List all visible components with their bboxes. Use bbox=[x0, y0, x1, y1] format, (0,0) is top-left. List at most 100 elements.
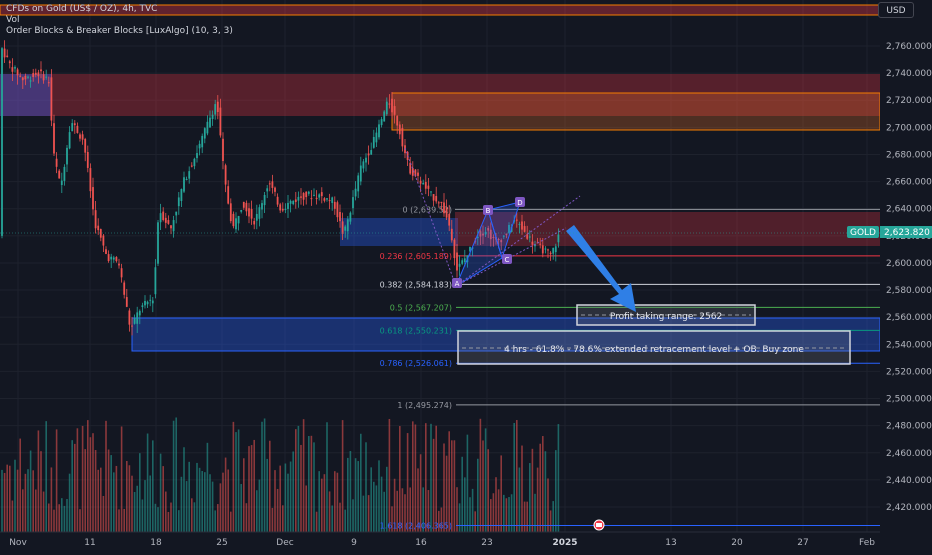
candle-body bbox=[479, 231, 482, 237]
candle-body bbox=[162, 211, 165, 220]
volume-bar bbox=[386, 466, 388, 532]
fib-level-label: 0.5 (2,567.207) bbox=[390, 303, 452, 312]
candle-body bbox=[196, 153, 198, 159]
volume-bar bbox=[539, 443, 541, 532]
price-tick-label: 2,440.000 bbox=[886, 476, 932, 486]
candle-body bbox=[528, 236, 531, 238]
candle-body bbox=[242, 201, 245, 208]
candle-body bbox=[94, 210, 97, 229]
candle-body bbox=[3, 48, 6, 58]
volume-bar bbox=[466, 434, 469, 532]
volume-bar bbox=[6, 464, 8, 532]
candle-body bbox=[211, 114, 214, 120]
volume-bar bbox=[383, 491, 385, 532]
candle-body bbox=[216, 101, 219, 113]
candle-body bbox=[328, 200, 331, 202]
chart-legend: CFDs on Gold (US$ / OZ), 4h, TVC Vol Ord… bbox=[6, 4, 233, 37]
volume-bar bbox=[35, 489, 37, 532]
volume-bar bbox=[107, 449, 110, 532]
candle-body bbox=[432, 194, 435, 201]
candle-body bbox=[60, 180, 63, 186]
candle-body bbox=[86, 152, 89, 168]
symbol-tag-label: GOLD bbox=[850, 228, 876, 238]
volume-bar bbox=[193, 502, 196, 532]
candle-body bbox=[378, 124, 380, 138]
volume-bar bbox=[211, 481, 214, 532]
volume-bar bbox=[451, 440, 453, 532]
candle-body bbox=[97, 225, 100, 231]
volume-bar bbox=[100, 467, 102, 532]
fib-level-label: 1.618 (2,406.365) bbox=[380, 521, 452, 530]
volume-bar bbox=[435, 425, 437, 532]
volume-bar bbox=[32, 470, 34, 532]
candle-body bbox=[11, 67, 14, 72]
volume-bar bbox=[357, 461, 359, 532]
volume-bar bbox=[477, 458, 479, 532]
time-axis-bg bbox=[0, 532, 932, 550]
volume-bar bbox=[87, 420, 89, 532]
candle-body bbox=[68, 132, 71, 149]
volume-bar bbox=[445, 455, 448, 532]
candle-body bbox=[435, 196, 438, 202]
candle-body bbox=[84, 138, 87, 153]
bearish-order-block-upper bbox=[0, 74, 880, 116]
volume-bar bbox=[279, 465, 281, 532]
candle-body bbox=[71, 123, 74, 132]
volume-bar bbox=[521, 445, 523, 532]
candle-body bbox=[461, 260, 464, 264]
volume-bar bbox=[45, 421, 47, 532]
candle-body bbox=[463, 258, 466, 262]
volume-bar bbox=[136, 485, 138, 532]
volume-bar bbox=[217, 504, 219, 532]
candle-body bbox=[471, 247, 474, 249]
indicator-label[interactable]: Order Blocks & Breaker Blocks [LuxAlgo] … bbox=[6, 26, 233, 36]
candle-body bbox=[50, 77, 53, 121]
candle-body bbox=[362, 161, 365, 169]
candle-body bbox=[268, 183, 271, 185]
volume-label[interactable]: Vol bbox=[6, 15, 20, 25]
candle-body bbox=[357, 175, 360, 192]
bullish-order-block-mid bbox=[340, 218, 458, 246]
volume-bar bbox=[222, 472, 224, 532]
volume-bar bbox=[162, 466, 164, 532]
symbol-title[interactable]: CFDs on Gold (US$ / OZ), 4h, TVC bbox=[6, 4, 158, 14]
volume-bar bbox=[139, 453, 141, 532]
volume-bar bbox=[74, 443, 76, 532]
profit-taking-text: Profit taking range: 2562 bbox=[610, 312, 722, 322]
candle-body bbox=[388, 103, 391, 105]
currency-button[interactable]: USD bbox=[878, 2, 914, 18]
arrow-icon[interactable] bbox=[566, 225, 636, 312]
candle-body bbox=[544, 248, 547, 250]
candle-body bbox=[250, 208, 253, 219]
candle-body bbox=[263, 194, 266, 206]
harmonic-pattern: A B C D bbox=[404, 147, 581, 288]
candle-body bbox=[393, 106, 396, 115]
volume-bar bbox=[3, 472, 6, 532]
candle-body bbox=[302, 193, 305, 200]
candle-body bbox=[16, 69, 19, 76]
volume-bar bbox=[180, 476, 183, 532]
candle-body bbox=[27, 76, 29, 78]
volume-bar bbox=[230, 511, 232, 532]
time-tick-label: Feb bbox=[859, 538, 875, 548]
time-axis[interactable]: Nov 11 18 25 Dec 9 16 23 2025 13 20 27 Feb bbox=[9, 538, 875, 548]
candle-body bbox=[45, 76, 48, 78]
candle-body bbox=[367, 153, 370, 156]
pattern-point-marker bbox=[502, 254, 512, 264]
volume-bar bbox=[323, 474, 326, 532]
volume-bar bbox=[326, 422, 328, 532]
candle-body bbox=[219, 107, 222, 136]
volume-bar bbox=[58, 504, 60, 532]
candle-body bbox=[326, 198, 328, 200]
volume-bar bbox=[191, 498, 193, 532]
candle-body bbox=[128, 310, 131, 325]
volume-bar bbox=[276, 488, 279, 532]
candle-body bbox=[279, 204, 282, 211]
volume-bar bbox=[308, 436, 310, 532]
candle-body bbox=[401, 128, 404, 147]
pattern-dotted-line-2 bbox=[404, 147, 457, 287]
events-flag-icon[interactable] bbox=[593, 519, 605, 531]
volume-bar bbox=[24, 473, 27, 532]
